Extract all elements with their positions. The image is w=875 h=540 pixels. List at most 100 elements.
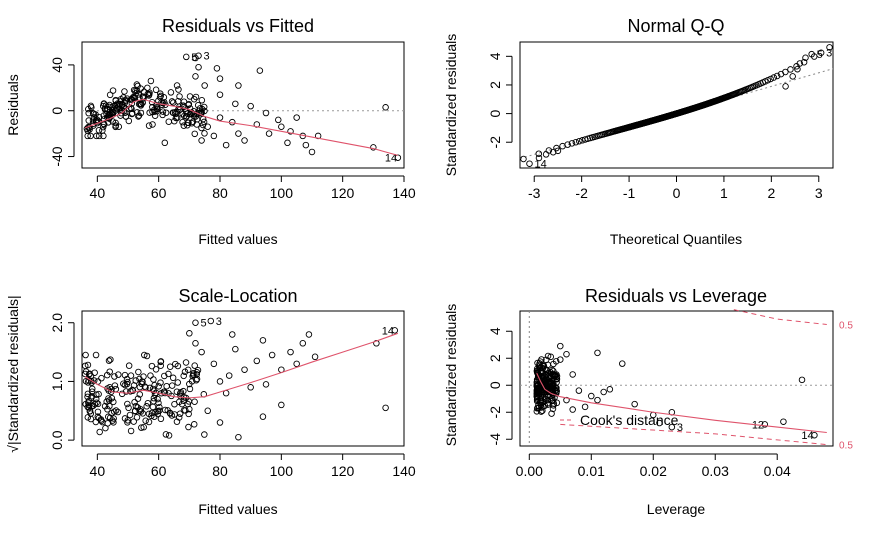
data-point xyxy=(112,96,120,104)
x-tick-label: 140 xyxy=(392,463,416,479)
point-label: 14 xyxy=(382,325,394,337)
data-point xyxy=(293,360,300,368)
point-label: 3 xyxy=(826,48,832,60)
data-point xyxy=(581,403,589,411)
data-point xyxy=(84,361,92,369)
data-point xyxy=(87,415,95,423)
data-point xyxy=(176,93,183,100)
y-tick-label: -2 xyxy=(487,136,503,149)
y-tick-label: -4 xyxy=(487,433,503,446)
data-point xyxy=(204,407,211,415)
x-axis-title-scale-location: Fitted values xyxy=(198,501,277,517)
data-point xyxy=(109,109,117,116)
y-axis-title-residuals-fitted: Residuals xyxy=(5,74,21,135)
data-point xyxy=(86,370,93,377)
data-point xyxy=(293,114,300,121)
smooth-line xyxy=(84,98,399,156)
data-point xyxy=(262,109,270,117)
data-point xyxy=(174,379,182,386)
data-point xyxy=(537,382,544,389)
data-point xyxy=(207,317,215,325)
data-point xyxy=(105,395,112,402)
data-point xyxy=(134,82,141,90)
data-point xyxy=(253,357,261,365)
data-point xyxy=(98,374,105,382)
x-tick-label: 80 xyxy=(212,463,228,479)
plot-frame xyxy=(81,310,405,447)
data-point xyxy=(259,337,267,344)
data-point xyxy=(796,60,804,67)
data-point xyxy=(247,102,254,110)
data-point xyxy=(128,100,136,107)
data-point xyxy=(176,410,184,417)
data-point xyxy=(104,413,112,421)
point-label: 14 xyxy=(801,430,813,442)
data-point xyxy=(157,379,164,386)
data-point xyxy=(545,375,553,383)
data-point xyxy=(184,119,191,126)
x-tick-label: 120 xyxy=(331,463,355,479)
data-point xyxy=(802,54,809,62)
cooks-distance-line xyxy=(560,423,827,446)
y-axis-title-normal-qq: Standardized residuals xyxy=(443,34,459,176)
x-tick-label: 3 xyxy=(815,185,823,201)
y-tick-label: 0 xyxy=(487,109,503,117)
data-point xyxy=(173,418,181,425)
data-point xyxy=(198,124,205,132)
data-point xyxy=(656,419,663,427)
x-tick-label: 60 xyxy=(151,185,167,201)
data-point xyxy=(138,100,145,108)
data-point xyxy=(572,138,580,146)
panel-title-residuals-leverage: Residuals vs Leverage xyxy=(585,286,767,306)
data-point xyxy=(767,75,774,83)
x-axis-title-residuals-fitted: Fitted values xyxy=(198,231,277,247)
data-point xyxy=(195,52,202,59)
data-point xyxy=(157,415,165,423)
data-point xyxy=(588,392,595,400)
data-point xyxy=(535,150,543,157)
data-point xyxy=(256,67,264,74)
data-point xyxy=(391,327,399,334)
data-point xyxy=(542,151,550,158)
data-point xyxy=(170,99,177,106)
data-point xyxy=(370,144,377,151)
data-point xyxy=(106,101,113,109)
data-point xyxy=(198,97,206,104)
data-point xyxy=(82,351,89,359)
x-tick-label: -3 xyxy=(528,185,541,201)
x-tick-label: -2 xyxy=(575,185,588,201)
data-point xyxy=(159,99,167,107)
data-point xyxy=(145,410,153,418)
data-point xyxy=(111,382,119,389)
data-point xyxy=(190,371,197,378)
x-tick-label: 100 xyxy=(270,185,294,201)
data-point xyxy=(136,383,144,391)
data-point xyxy=(106,91,114,99)
data-point xyxy=(569,406,576,413)
data-point xyxy=(144,399,152,407)
data-point xyxy=(216,378,224,385)
y-tick-label: 4 xyxy=(487,52,503,60)
data-point xyxy=(564,141,571,148)
data-point xyxy=(112,407,120,414)
data-point xyxy=(179,110,186,118)
data-point xyxy=(92,418,100,426)
data-point xyxy=(177,388,185,396)
data-point xyxy=(94,116,101,124)
data-point xyxy=(184,110,191,117)
data-point xyxy=(192,113,199,120)
data-point xyxy=(89,117,97,124)
data-point xyxy=(278,401,285,409)
data-point xyxy=(85,109,92,117)
data-point xyxy=(770,74,777,81)
cooks-level-label: 0.5 xyxy=(839,441,853,452)
data-point xyxy=(547,353,555,361)
x-tick-label: -1 xyxy=(623,185,636,201)
data-point xyxy=(259,413,267,420)
data-point xyxy=(129,387,137,394)
data-point xyxy=(114,100,121,107)
data-point xyxy=(811,431,818,439)
data-point xyxy=(287,128,294,135)
x-tick-label: 1 xyxy=(720,185,728,201)
